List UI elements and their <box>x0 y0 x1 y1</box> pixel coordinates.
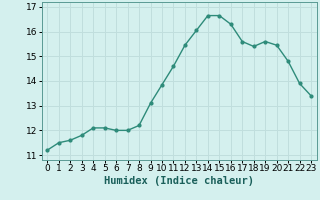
X-axis label: Humidex (Indice chaleur): Humidex (Indice chaleur) <box>104 176 254 186</box>
